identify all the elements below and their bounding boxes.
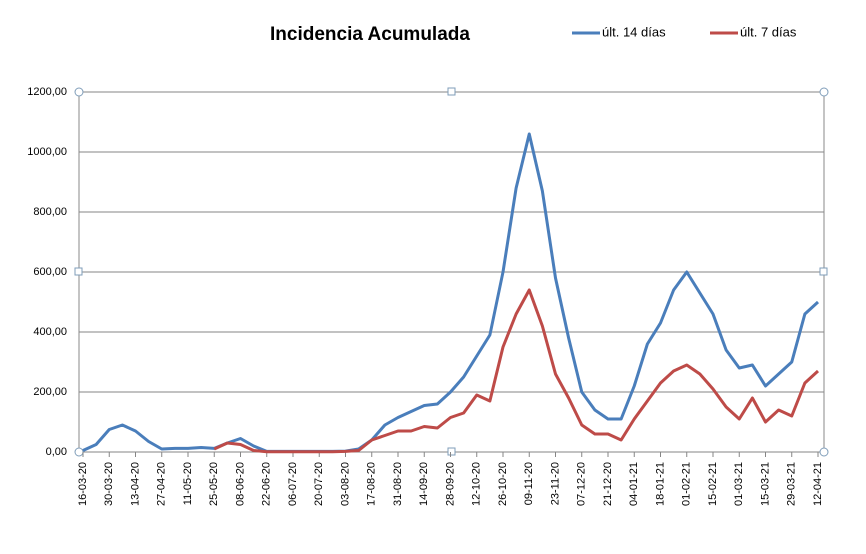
x-tick-label: 22-06-20: [261, 462, 273, 506]
x-tick-label: 09-11-20: [523, 462, 535, 505]
y-tick-label: 600,00: [33, 266, 67, 278]
x-tick-label: 11-05-20: [182, 462, 194, 505]
x-tick-label: 13-04-20: [129, 462, 141, 506]
x-tick-label: 25-05-20: [208, 462, 220, 506]
x-tick-label: 04-01-21: [628, 462, 640, 506]
selection-handles: [74, 87, 829, 457]
x-tick-label: 29-03-21: [786, 462, 798, 506]
x-tick-label: 28-09-20: [444, 462, 456, 506]
x-tick-label: 12-04-21: [812, 462, 824, 506]
x-tick-label: 03-08-20: [339, 462, 351, 506]
x-tick-label: 27-04-20: [156, 462, 168, 506]
x-tick-label: 26-10-20: [497, 462, 509, 506]
y-tick-label: 1000,00: [27, 146, 67, 158]
y-tick-label: 800,00: [33, 206, 67, 218]
y-tick-label: 200,00: [33, 386, 67, 398]
x-tick-label: 07-12-20: [576, 462, 588, 506]
x-tick-label: 14-09-20: [418, 462, 430, 506]
chart-title: Incidencia Acumulada: [270, 24, 470, 45]
x-tick-label: 01-02-21: [681, 462, 693, 506]
x-tick-label: 12-10-20: [471, 462, 483, 506]
x-tick-label: 17-08-20: [366, 462, 378, 506]
x-tick-label: 08-06-20: [234, 462, 246, 506]
x-tick-label: 23-11-20: [549, 462, 561, 505]
x-tick-label: 06-07-20: [287, 462, 299, 506]
x-tick-label: 31-08-20: [392, 462, 404, 506]
y-tick-label: 0,00: [46, 446, 67, 458]
line-series: [213, 288, 820, 454]
line-series: [82, 132, 820, 453]
legend-label: últ. 7 días: [740, 24, 797, 39]
x-tick-label: 16-03-20: [77, 462, 89, 506]
x-tick-label: 18-01-21: [654, 462, 666, 506]
x-tick-label: 15-02-21: [707, 462, 719, 506]
x-tick-label: 01-03-21: [733, 462, 745, 506]
legend-label: últ. 14 días: [602, 24, 666, 39]
x-tick-label: 20-07-20: [313, 462, 325, 506]
y-tick-label: 1200,00: [27, 86, 67, 98]
x-tick-label: 15-03-21: [759, 462, 771, 506]
y-tick-label: 400,00: [33, 326, 67, 338]
x-tick-label: 21-12-20: [602, 462, 614, 506]
x-tick-label: 30-03-20: [103, 462, 115, 506]
